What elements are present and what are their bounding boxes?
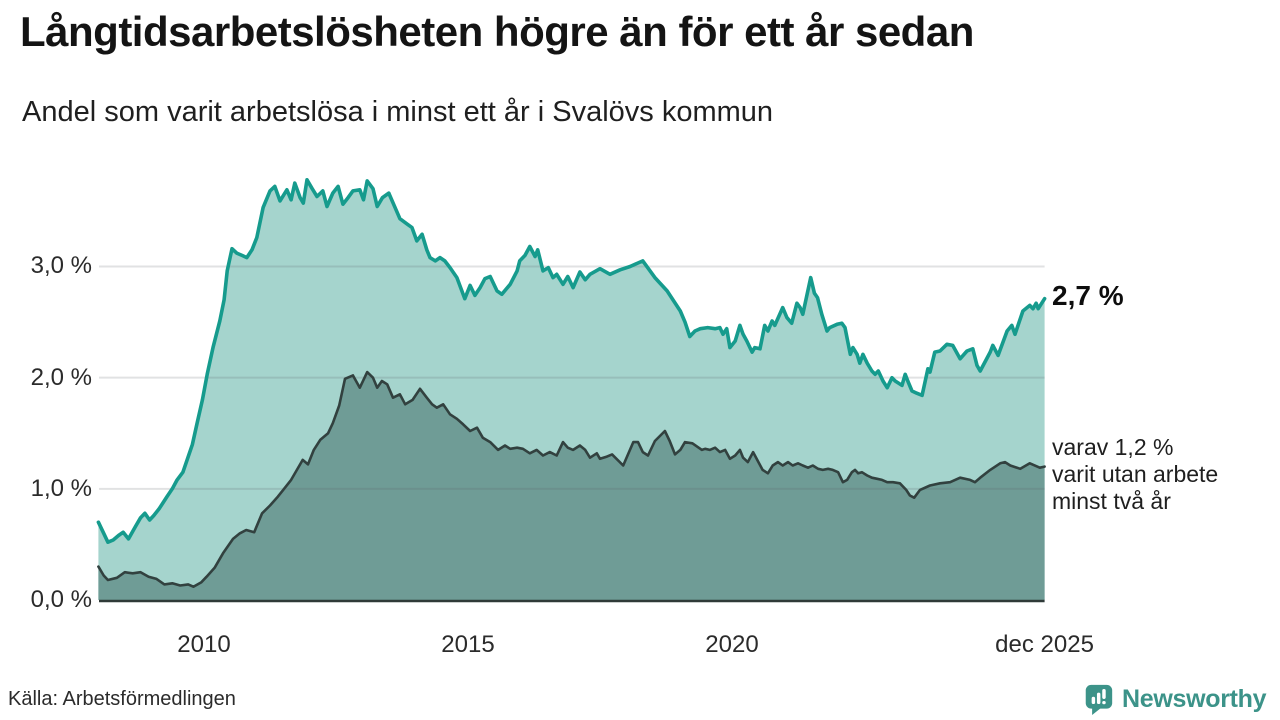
y-tick-label: 3,0 %: [30, 252, 92, 280]
two-year-annotation: varav 1,2 % varit utan arbete minst två …: [1052, 434, 1218, 515]
two-year-annotation-line1: varav 1,2 %: [1052, 434, 1174, 460]
area-fill-min-two-years: [98, 372, 1045, 600]
latest-value-annotation: 2,7 %: [1052, 280, 1124, 312]
line-min-two-years: [97, 370, 1046, 588]
line-min-one-year: [96, 178, 1047, 544]
x-tick-label: dec 2025: [995, 631, 1094, 658]
latest-value-text: 2,7 %: [1052, 280, 1124, 311]
y-tick-label: 2,0 %: [30, 363, 92, 391]
newsworthy-wordmark: Newsworthy: [1122, 685, 1267, 713]
two-year-annotation-line3: minst två år: [1052, 488, 1171, 514]
y-tick-label: 0,0 %: [30, 586, 92, 613]
x-tick-label: 2010: [177, 631, 231, 658]
x-tick-label: 2015: [441, 631, 495, 658]
two-year-annotation-line2: varit utan arbete: [1052, 461, 1219, 487]
page-title: Långtidsarbetslösheten högre än för ett …: [20, 8, 974, 55]
chart-subtitle: Andel som varit arbetslösa i minst ett å…: [22, 96, 774, 128]
newsworthy-logo: Newsworthy: [1083, 683, 1267, 716]
x-tick-label: 2020: [705, 631, 759, 658]
source-label: Källa: Arbetsförmedlingen: [8, 688, 236, 710]
newsworthy-icon: [1085, 684, 1113, 715]
y-tick-label: 1,0 %: [30, 474, 92, 502]
